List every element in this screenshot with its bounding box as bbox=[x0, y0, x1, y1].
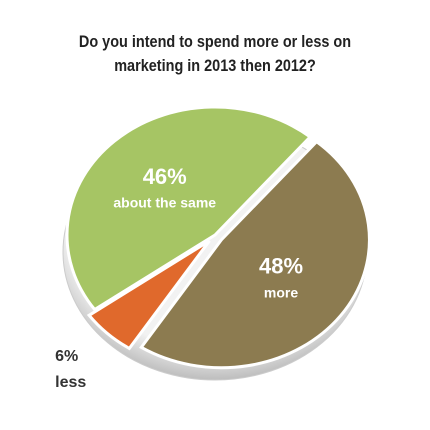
category-label: less bbox=[55, 374, 86, 391]
category-label: about the same bbox=[113, 195, 216, 211]
value-label: 6% bbox=[55, 348, 78, 365]
pie-slice bbox=[139, 139, 371, 370]
pie-slice bbox=[65, 105, 313, 312]
category-label: more bbox=[264, 284, 298, 300]
chart-title: Do you intend to spend more or less on m… bbox=[78, 32, 352, 75]
value-label: 46% bbox=[143, 164, 187, 189]
pie-slice bbox=[86, 239, 211, 351]
value-label: 48% bbox=[259, 254, 303, 279]
